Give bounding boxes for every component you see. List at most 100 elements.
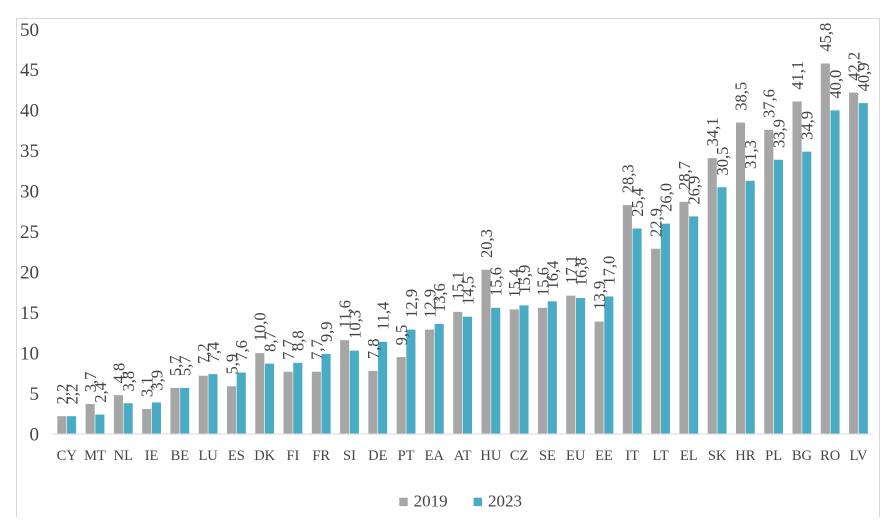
svg-text:16,8: 16,8 [571, 257, 590, 286]
svg-text:0: 0 [30, 424, 40, 445]
svg-text:SI: SI [343, 448, 356, 464]
svg-text:HU: HU [480, 448, 501, 464]
svg-text:EA: EA [425, 448, 445, 464]
svg-text:26,0: 26,0 [656, 183, 675, 212]
svg-text:9,5: 9,5 [392, 325, 411, 346]
svg-text:45,8: 45,8 [816, 23, 835, 52]
svg-text:22,9: 22,9 [647, 208, 666, 237]
svg-text:BG: BG [792, 448, 813, 464]
svg-text:26,9: 26,9 [685, 176, 704, 205]
svg-text:25,4: 25,4 [628, 188, 647, 217]
svg-text:10,3: 10,3 [345, 310, 364, 339]
svg-text:EU: EU [566, 448, 586, 464]
svg-text:2019: 2019 [414, 492, 448, 511]
svg-text:7,2: 7,2 [194, 343, 213, 364]
svg-text:3,1: 3,1 [138, 376, 157, 397]
svg-text:5,9: 5,9 [222, 354, 241, 375]
svg-text:20: 20 [20, 263, 39, 284]
svg-text:HR: HR [735, 448, 755, 464]
svg-text:42,2: 42,2 [845, 52, 864, 81]
svg-text:31,3: 31,3 [741, 140, 760, 169]
svg-text:IT: IT [625, 448, 639, 464]
svg-text:13,6: 13,6 [430, 283, 449, 312]
svg-text:2023: 2023 [488, 492, 522, 511]
svg-text:7,6: 7,6 [232, 340, 251, 361]
svg-text:15,1: 15,1 [449, 271, 468, 300]
svg-text:30,5: 30,5 [713, 147, 732, 176]
svg-text:13,9: 13,9 [590, 281, 609, 310]
svg-text:15,6: 15,6 [487, 267, 506, 296]
svg-text:3,7: 3,7 [81, 372, 100, 393]
svg-text:34,1: 34,1 [703, 117, 722, 146]
svg-text:16,4: 16,4 [543, 261, 562, 290]
svg-text:37,6: 37,6 [760, 89, 779, 118]
svg-text:34,9: 34,9 [798, 111, 817, 140]
svg-text:12,9: 12,9 [420, 289, 439, 318]
svg-text:9,9: 9,9 [317, 321, 336, 342]
svg-text:ES: ES [228, 448, 245, 464]
svg-text:20,3: 20,3 [477, 229, 496, 258]
svg-text:17,1: 17,1 [562, 255, 581, 284]
svg-text:41,1: 41,1 [788, 61, 807, 90]
svg-text:RO: RO [820, 448, 840, 464]
svg-text:50: 50 [20, 20, 39, 41]
svg-text:DK: DK [254, 448, 275, 464]
svg-text:LT: LT [652, 448, 669, 464]
svg-text:3,8: 3,8 [119, 371, 138, 392]
svg-text:40,9: 40,9 [854, 62, 873, 91]
svg-text:IE: IE [145, 448, 159, 464]
svg-text:2,4: 2,4 [91, 382, 110, 403]
svg-text:5,7: 5,7 [166, 355, 185, 376]
svg-text:10,0: 10,0 [251, 312, 270, 341]
svg-text:40,0: 40,0 [826, 70, 845, 99]
svg-text:LV: LV [849, 448, 868, 464]
svg-text:FI: FI [286, 448, 299, 464]
svg-text:PL: PL [765, 448, 782, 464]
svg-text:2,2: 2,2 [53, 384, 72, 405]
svg-text:FR: FR [312, 448, 330, 464]
svg-text:10: 10 [20, 343, 39, 364]
svg-text:NL: NL [114, 448, 133, 464]
svg-text:17,0: 17,0 [600, 256, 619, 285]
svg-text:30: 30 [20, 182, 39, 203]
svg-text:45: 45 [20, 60, 39, 81]
svg-text:4,8: 4,8 [109, 363, 128, 384]
svg-text:15,6: 15,6 [533, 267, 552, 296]
svg-text:12,9: 12,9 [402, 289, 421, 318]
svg-text:PT: PT [398, 448, 415, 464]
svg-text:MT: MT [84, 448, 106, 464]
svg-text:5: 5 [30, 384, 40, 405]
svg-text:7,7: 7,7 [307, 339, 326, 360]
svg-text:DE: DE [368, 448, 387, 464]
svg-text:35: 35 [20, 141, 39, 162]
svg-text:7,8: 7,8 [364, 338, 383, 359]
svg-text:15,9: 15,9 [515, 265, 534, 294]
svg-text:28,7: 28,7 [675, 161, 694, 190]
svg-text:AT: AT [454, 448, 472, 464]
svg-text:11,6: 11,6 [336, 300, 355, 328]
svg-text:CZ: CZ [510, 448, 529, 464]
svg-text:LU: LU [198, 448, 218, 464]
svg-text:11,4: 11,4 [374, 302, 393, 330]
svg-text:8,7: 8,7 [260, 331, 279, 352]
svg-text:15: 15 [20, 303, 39, 324]
svg-text:5,7: 5,7 [176, 355, 195, 376]
svg-text:SE: SE [539, 448, 556, 464]
svg-text:33,9: 33,9 [769, 119, 788, 148]
svg-text:BE: BE [171, 448, 190, 464]
svg-text:15,4: 15,4 [505, 269, 524, 298]
svg-text:8,8: 8,8 [289, 330, 308, 351]
svg-text:25: 25 [20, 222, 39, 243]
svg-text:2,2: 2,2 [62, 384, 81, 405]
svg-text:EL: EL [680, 448, 698, 464]
svg-text:SK: SK [708, 448, 727, 464]
svg-text:3,9: 3,9 [147, 370, 166, 391]
svg-text:EE: EE [595, 448, 613, 464]
svg-text:40: 40 [20, 101, 39, 122]
svg-text:38,5: 38,5 [731, 82, 750, 111]
svg-text:28,3: 28,3 [618, 164, 637, 193]
svg-text:CY: CY [57, 448, 78, 464]
svg-text:7,4: 7,4 [204, 342, 223, 363]
svg-text:7,7: 7,7 [279, 339, 298, 360]
svg-text:14,5: 14,5 [458, 276, 477, 305]
